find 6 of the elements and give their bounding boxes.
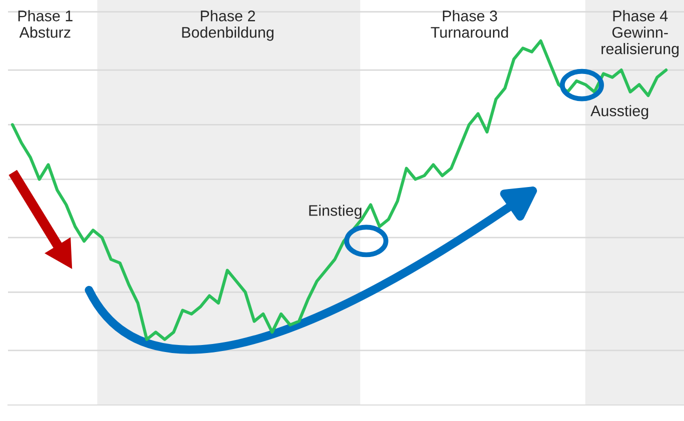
annotation: Ausstieg (590, 105, 648, 120)
annotation: Einstieg (309, 204, 362, 219)
text: Phase 3 Turnaround (430, 10, 508, 38)
annotation: Phase 4 Gewinn- realisierung (602, 10, 679, 58)
text: Phase 2 Bodenbildung (182, 10, 274, 41)
text: Phase 1 Absturz (18, 10, 72, 38)
